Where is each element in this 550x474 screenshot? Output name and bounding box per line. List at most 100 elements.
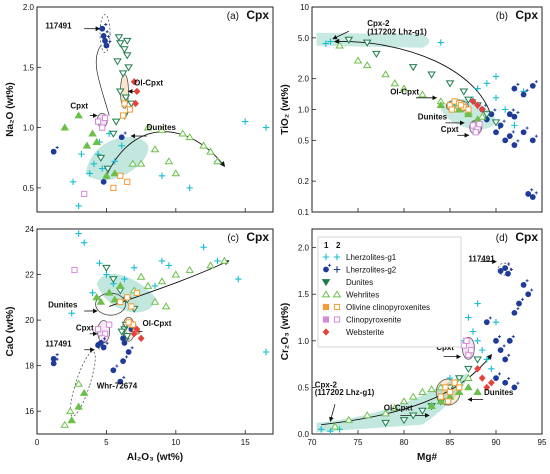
point-lherzolites-g2 <box>50 353 59 362</box>
cpx2-field <box>316 32 430 48</box>
point-lherzolites-g2 <box>525 288 534 298</box>
annotation-label: 117491 <box>45 339 72 348</box>
point-117491 <box>100 30 109 39</box>
point-wehrlites <box>427 385 436 393</box>
point-117491-dot <box>511 113 518 120</box>
point-lherzolites-g1 <box>165 262 173 269</box>
point-wehrlites-filled <box>436 397 446 405</box>
legend-marker-2 <box>333 253 341 261</box>
point-117491-dot <box>505 270 511 277</box>
point-dunites <box>418 407 427 415</box>
point-lherzolites-g1 <box>322 40 329 47</box>
point-wehrlites <box>161 302 171 310</box>
panel-label: (d) <box>496 233 508 244</box>
point-117491-cross <box>108 39 112 43</box>
point-lherzolites-g1 <box>492 318 500 326</box>
legend-marker <box>322 328 330 336</box>
point-lherzolites-g1 <box>474 337 481 345</box>
point-lherzolites-g2-dot <box>50 355 57 362</box>
point-lherzolites-g2-dot <box>117 378 124 385</box>
point-wehrlites <box>150 297 160 305</box>
panel-a: 0.5 1.0 1.5 2.0 Cpx (a) Na₂O (wt%) 117491 Cpxt Ol… <box>5 3 274 213</box>
point-lherzolites-g2-cross <box>525 88 529 92</box>
x-tick-label: 95 <box>538 438 547 447</box>
legend-marker-dot <box>323 266 329 273</box>
point-lherzolites-g2 <box>493 372 501 381</box>
point-wehrlites <box>199 141 208 149</box>
y-tick-label: 10 <box>300 3 309 12</box>
point-wehrlites <box>206 261 215 269</box>
panel-label: (a) <box>227 11 239 22</box>
y-tick-label: 0.0 <box>298 430 310 439</box>
point-wehrlites-filled <box>464 383 473 391</box>
x-axis-label: Al₂O₃ (wt%) <box>127 452 183 463</box>
point-lherzolites-g2 <box>117 375 126 385</box>
y-tick-label: 0.5 <box>23 184 35 193</box>
x-tick-label: 5 <box>104 438 109 447</box>
point-lherzolites-g2 <box>529 80 538 89</box>
point-lherzolites-g2 <box>483 316 492 326</box>
legend-label: Olivine clinopyroxenites <box>346 303 430 312</box>
point-olivine-clinopyroxenites <box>133 289 141 296</box>
point-dunites <box>459 88 469 96</box>
annotation-label: Cpxt <box>70 101 88 110</box>
annotation-label: Cpx-2 <box>367 19 390 28</box>
point-wehrlites <box>143 123 153 131</box>
point-dunites <box>116 40 125 48</box>
panel-title: Cpx <box>246 230 269 244</box>
point-wehrlites-filled <box>74 402 83 410</box>
point-dunites <box>464 96 473 104</box>
sample-117491-ellipse <box>497 262 511 276</box>
point-lherzolites-g2 <box>525 188 534 197</box>
point-lherzolites-g2 <box>511 307 520 316</box>
point-lherzolites-g2-dot <box>120 358 126 365</box>
point-wehrlites <box>220 256 229 264</box>
point-lherzolites-g2-dot <box>493 375 499 381</box>
point-lherzolites-g2 <box>120 355 129 365</box>
point-websterite <box>133 325 141 333</box>
point-lherzolites-g2-dot <box>520 91 527 98</box>
point-dunites <box>111 118 121 126</box>
point-lherzolites-g2-cross <box>534 80 538 84</box>
point-lherzolites-g2-dot <box>520 129 527 136</box>
point-lherzolites-g2 <box>520 126 529 136</box>
point-websterite <box>469 97 477 106</box>
legend-label: Lherzolites-g2 <box>346 266 397 275</box>
point-lherzolites-g2-dot <box>110 367 117 374</box>
legend-label: Clinopyroxenite <box>346 316 402 325</box>
point-wehrlites <box>390 79 400 87</box>
annotation-label: Cpxt <box>76 323 94 332</box>
data-points <box>50 23 270 210</box>
legend-marker-cross <box>328 263 331 267</box>
point-lherzolites-g1 <box>89 289 96 296</box>
point-dunites <box>454 375 464 383</box>
point-lherzolites-g1 <box>437 39 444 46</box>
point-lherzolites-g1 <box>75 230 82 237</box>
point-lherzolites-g1 <box>469 328 477 335</box>
point-lherzolites-g1 <box>90 160 98 167</box>
legend-marker <box>322 253 330 261</box>
point-lherzolites-g2-cross <box>534 134 538 138</box>
point-wehrlites-filled <box>74 111 83 119</box>
point-wehrlites-filled <box>473 387 482 395</box>
point-lherzolites-g1 <box>474 300 481 307</box>
panel-title: Cpx <box>515 230 538 244</box>
point-wehrlites-filled <box>92 293 101 301</box>
point-wehrlites <box>66 407 75 415</box>
point-dunites <box>381 419 390 427</box>
point-lherzolites-g2-cross <box>498 372 501 376</box>
point-117491-dot <box>502 265 509 272</box>
y-tick-label: 0.5 <box>298 383 310 392</box>
legend-label: Lherzolites-g1 <box>346 253 397 262</box>
point-clinopyroxenite <box>106 321 113 328</box>
point-lherzolites-g2 <box>520 279 529 288</box>
point-wehrlites-filled <box>116 281 125 289</box>
point-dunites <box>464 365 473 373</box>
point-lherzolites-g2-cross <box>521 297 524 301</box>
point-lherzolites-g1 <box>492 94 500 102</box>
point-lherzolites-g2-dot <box>100 178 107 185</box>
point-wehrlites-filled <box>92 137 101 145</box>
trend-arrow <box>333 38 492 117</box>
annotation-label: Dunites <box>418 112 448 121</box>
point-clinopyroxenite <box>463 337 470 344</box>
